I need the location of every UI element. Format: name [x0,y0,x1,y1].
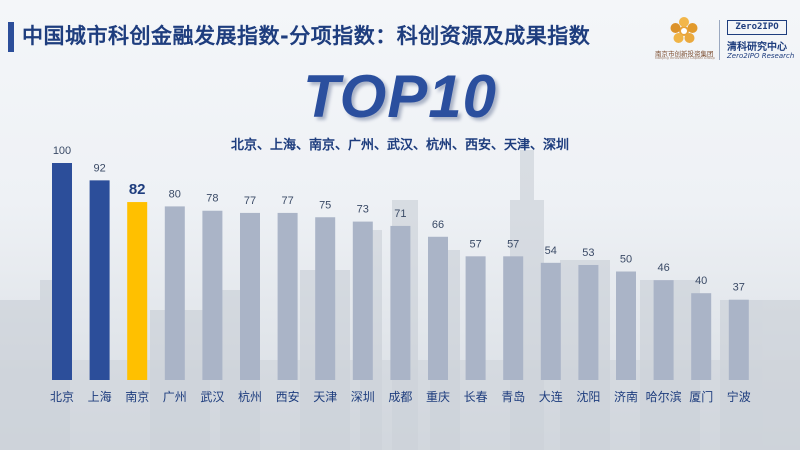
bar-10 [428,236,448,380]
category-label-10: 重庆 [426,390,450,404]
bar-9 [390,225,411,380]
category-label-16: 哈尔滨 [646,389,682,404]
data-label-4: 78 [206,193,218,205]
category-label-11: 长春 [464,390,488,404]
top10-city-list: 北京、上海、南京、广州、武汉、杭州、西安、天津、深圳 [230,138,569,153]
category-label-8: 深圳 [351,390,375,404]
category-label-14: 沈阳 [576,389,600,404]
category-label-13: 大连 [539,389,563,404]
title-accent-bar [8,22,14,52]
page-title: 中国城市科创金融发展指数-分项指数：科创资源及成果指数 [22,24,591,48]
category-label-1: 上海 [88,389,112,404]
data-label-11: 57 [469,238,481,250]
bar-8 [352,221,373,380]
logo-area: 南京市创新投资集团 Nanjing Innovation Capital Gro… [655,16,795,66]
data-label-10: 66 [432,219,444,231]
nanjing-innovation-logo [670,17,698,43]
bar-6 [277,212,298,380]
data-label-5: 77 [244,195,256,207]
data-label-0: 100 [53,145,71,157]
zero2ipo-logo-cn: 清科研究中心 [727,42,787,53]
bar-5 [240,212,260,380]
nanjing-logo-cn: 南京市创新投资集团 [655,50,714,58]
logo-divider [719,20,720,60]
bar-13 [540,262,561,380]
category-label-0: 北京 [50,390,74,404]
data-label-2: 82 [129,181,146,198]
bar-16 [653,280,674,380]
category-label-3: 广州 [163,390,187,404]
category-label-6: 西安 [276,389,300,404]
bar-7 [315,217,336,380]
data-label-7: 75 [319,199,331,211]
zero2ipo-logo: Zero2IPO 清科研究中心 Zero2IPO Research [727,20,795,64]
bar-1 [89,180,110,380]
data-label-12: 57 [507,238,519,250]
data-label-16: 46 [657,262,669,274]
data-label-8: 73 [357,204,369,216]
bar-18 [728,299,749,380]
bar-15 [616,271,636,380]
category-label-12: 青岛 [501,389,525,404]
zero2ipo-logo-box: Zero2IPO [727,20,787,35]
top10-banner: TOP10 [303,63,497,130]
bar-3 [164,206,185,380]
data-label-15: 50 [620,254,632,266]
category-label-4: 武汉 [200,390,224,404]
bar-0 [52,163,72,380]
category-label-17: 厦门 [689,389,713,404]
data-label-18: 37 [733,282,745,294]
category-label-7: 天津 [313,390,337,404]
nanjing-logo-en: Nanjing Innovation Capital Group [655,56,715,60]
data-label-13: 54 [545,245,557,257]
bar-17 [691,293,712,380]
category-label-2: 南京 [125,389,149,404]
bar-11 [465,256,486,380]
category-label-18: 宁波 [727,389,751,404]
category-label-15: 济南 [614,389,638,404]
zero2ipo-logo-en: Zero2IPO Research [727,52,795,60]
category-label-5: 杭州 [238,389,262,404]
bar-2 [127,202,148,380]
data-label-1: 92 [93,162,105,174]
data-label-9: 71 [394,208,406,220]
bar-12 [503,256,524,380]
bar-4 [202,210,223,380]
data-label-6: 77 [281,195,293,207]
data-label-14: 53 [582,247,594,259]
data-label-17: 40 [695,275,707,287]
data-label-3: 80 [169,188,181,200]
bar-14 [578,264,599,380]
category-label-9: 成都 [388,390,412,404]
